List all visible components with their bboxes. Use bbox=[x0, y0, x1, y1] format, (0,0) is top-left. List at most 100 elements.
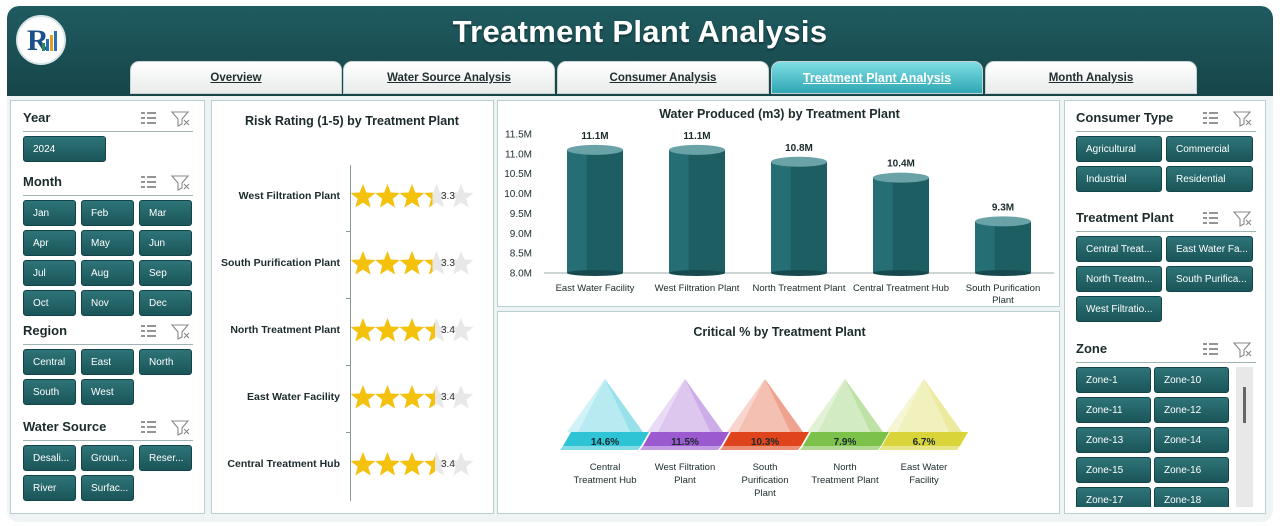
water-x-label: East Water Facility bbox=[556, 283, 635, 294]
risk-axis-tick bbox=[346, 231, 350, 232]
water-bar-cap bbox=[873, 172, 929, 183]
month-sep-button[interactable]: Sep bbox=[139, 260, 192, 286]
month-oct-button[interactable]: Oct bbox=[23, 290, 76, 316]
water-bar-highlight bbox=[975, 221, 995, 273]
tab-consumer-analysis[interactable]: Consumer Analysis bbox=[557, 61, 769, 94]
tab-treatment-plant-analysis[interactable]: Treatment Plant Analysis bbox=[771, 61, 983, 94]
zone-17-button[interactable]: Zone-17 bbox=[1076, 487, 1151, 507]
month-jan-button[interactable]: Jan bbox=[23, 200, 76, 226]
divider bbox=[23, 344, 193, 345]
month-feb-button[interactable]: Feb bbox=[81, 200, 134, 226]
water-source-river-button[interactable]: River bbox=[23, 475, 76, 501]
zone-14-button[interactable]: Zone-14 bbox=[1154, 427, 1229, 453]
zone-1-button[interactable]: Zone-1 bbox=[1076, 367, 1151, 393]
critical-bar bbox=[563, 432, 649, 446]
tab-month-analysis[interactable]: Month Analysis bbox=[985, 61, 1197, 94]
treatment-plant-slicer-label: Treatment Plant bbox=[1076, 210, 1174, 225]
zone-11-button[interactable]: Zone-11 bbox=[1076, 397, 1151, 423]
zone-scrollbar-thumb[interactable] bbox=[1243, 387, 1246, 423]
logo: R bbox=[16, 15, 66, 65]
plant-south-purification-button[interactable]: South Purifica... bbox=[1166, 266, 1253, 292]
consumer-commercial-button[interactable]: Commercial bbox=[1166, 136, 1253, 162]
region-north-button[interactable]: North bbox=[139, 349, 192, 375]
consumer-agricultural-button[interactable]: Agricultural bbox=[1076, 136, 1162, 162]
water-bar-base bbox=[975, 270, 1031, 276]
divider bbox=[1076, 231, 1256, 232]
risk-rating-chart-title: Risk Rating (1-5) by Treatment Plant bbox=[245, 114, 459, 128]
water-bar-base bbox=[669, 270, 725, 276]
critical-pyramid-front bbox=[890, 379, 956, 446]
critical-data-label: 11.5% bbox=[671, 437, 699, 448]
tab-overview[interactable]: Overview bbox=[130, 61, 342, 94]
page-title: Treatment Plant Analysis bbox=[452, 14, 828, 49]
region-central-button[interactable]: Central bbox=[23, 349, 76, 375]
month-aug-button[interactable]: Aug bbox=[81, 260, 134, 286]
plant-east-water-button[interactable]: East Water Fa... bbox=[1166, 236, 1253, 262]
zone-12-button[interactable]: Zone-12 bbox=[1154, 397, 1229, 423]
water-bar-cap bbox=[975, 216, 1031, 227]
consumer-residential-button[interactable]: Residential bbox=[1166, 166, 1253, 192]
critical-x-label: Plant bbox=[754, 488, 776, 499]
month-may-button[interactable]: May bbox=[81, 230, 134, 256]
water-bar-cap bbox=[669, 144, 725, 155]
region-east-button[interactable]: East bbox=[81, 349, 134, 375]
header-bar: R Treatment Plant Analysis Overview Wate… bbox=[7, 6, 1273, 96]
risk-value-label: 3.3 bbox=[441, 191, 455, 202]
critical-x-label: Facility bbox=[909, 475, 939, 486]
water-source-reservoir-button[interactable]: Reser... bbox=[139, 445, 192, 471]
month-jul-button[interactable]: Jul bbox=[23, 260, 76, 286]
water-source-groundwater-button[interactable]: Groun... bbox=[81, 445, 134, 471]
right-slicer-panel: Consumer Type Agricultural Commercial In… bbox=[1064, 100, 1266, 514]
water-source-surface-button[interactable]: Surfac... bbox=[81, 475, 134, 501]
region-slicer-label: Region bbox=[23, 323, 68, 338]
zone-16-button[interactable]: Zone-16 bbox=[1154, 457, 1229, 483]
water-x-label: South Purification bbox=[966, 283, 1040, 294]
divider bbox=[23, 195, 193, 196]
risk-rating-stars bbox=[350, 318, 474, 342]
month-nov-button[interactable]: Nov bbox=[81, 290, 134, 316]
risk-rating-stars bbox=[350, 184, 474, 208]
divider bbox=[1076, 131, 1256, 132]
filled-star-icon bbox=[350, 318, 376, 342]
risk-rating-stars bbox=[350, 251, 474, 275]
filled-star-icon bbox=[350, 184, 376, 208]
water-x-label: Central Treatment Hub bbox=[853, 283, 949, 294]
plant-west-filtration-button[interactable]: West Filtratio... bbox=[1076, 296, 1162, 322]
year-slicer-label: Year bbox=[23, 110, 51, 125]
risk-category-label: South Purification Plant bbox=[220, 257, 340, 269]
zone-10-button[interactable]: Zone-10 bbox=[1154, 367, 1229, 393]
water-data-label: 9.3M bbox=[992, 202, 1014, 213]
consumer-industrial-button[interactable]: Industrial bbox=[1076, 166, 1162, 192]
risk-axis-tick bbox=[346, 365, 350, 366]
empty-star-icon bbox=[448, 184, 474, 208]
critical-x-label: Treatment Hub bbox=[573, 475, 636, 486]
water-source-desalination-button[interactable]: Desali... bbox=[23, 445, 76, 471]
critical-pyramid bbox=[886, 379, 962, 432]
y-tick-label: 10.0M bbox=[504, 189, 532, 200]
filled-star-icon bbox=[350, 385, 376, 409]
critical-percent-chart-title: Critical % by Treatment Plant bbox=[693, 325, 866, 339]
water-source-slicer-icons bbox=[139, 418, 195, 436]
month-jun-button[interactable]: Jun bbox=[139, 230, 192, 256]
month-dec-button[interactable]: Dec bbox=[139, 290, 192, 316]
zone-list: Zone-1 Zone-10 Zone-11 Zone-12 Zone-13 Z… bbox=[1065, 367, 1235, 507]
year-2024-button[interactable]: 2024 bbox=[23, 136, 106, 162]
water-data-label: 11.1M bbox=[581, 131, 608, 142]
month-mar-button[interactable]: Mar bbox=[139, 200, 192, 226]
plant-central-treatment-button[interactable]: Central Treat... bbox=[1076, 236, 1162, 262]
critical-pyramid-front bbox=[651, 379, 717, 446]
zone-13-button[interactable]: Zone-13 bbox=[1076, 427, 1151, 453]
region-west-button[interactable]: West bbox=[81, 379, 134, 405]
risk-rating-stars bbox=[350, 452, 474, 476]
region-south-button[interactable]: South bbox=[23, 379, 76, 405]
dashboard-frame: R Treatment Plant Analysis Overview Wate… bbox=[7, 6, 1273, 522]
tab-water-source-analysis[interactable]: Water Source Analysis bbox=[343, 61, 555, 94]
water-x-label: North Treatment Plant bbox=[753, 283, 846, 294]
empty-star-icon bbox=[424, 452, 449, 476]
month-apr-button[interactable]: Apr bbox=[23, 230, 76, 256]
plant-north-treatment-button[interactable]: North Treatm... bbox=[1076, 266, 1162, 292]
zone-scrollbar[interactable] bbox=[1236, 367, 1253, 507]
zone-slicer-label: Zone bbox=[1076, 341, 1108, 356]
zone-15-button[interactable]: Zone-15 bbox=[1076, 457, 1151, 483]
zone-18-button[interactable]: Zone-18 bbox=[1154, 487, 1229, 507]
